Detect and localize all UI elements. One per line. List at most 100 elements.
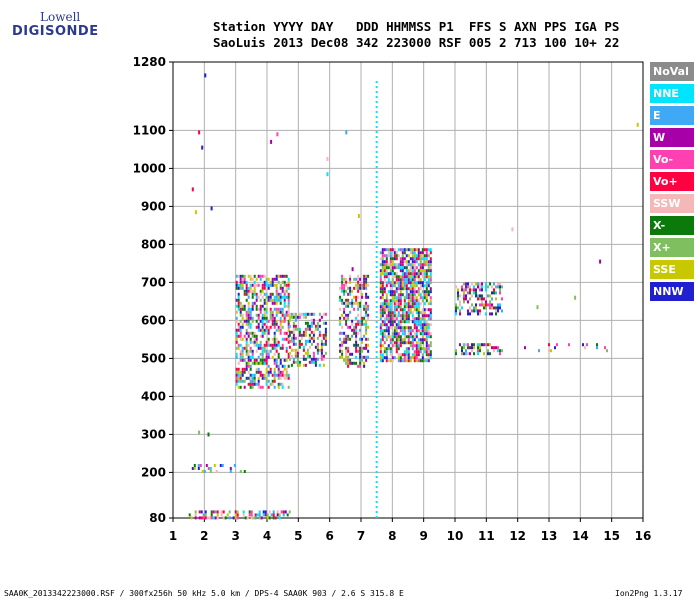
echo-point — [401, 272, 404, 276]
echo-point — [403, 260, 406, 264]
echo-point — [425, 344, 428, 348]
echo-point — [345, 289, 348, 293]
echo-point — [254, 513, 257, 517]
echo-point — [411, 293, 414, 297]
echo-point — [367, 355, 370, 359]
vertical-echo-point — [375, 256, 378, 258]
echo-point — [267, 340, 270, 344]
echo-point — [277, 298, 280, 302]
vertical-echo-point — [375, 396, 378, 398]
echo-point — [383, 290, 386, 294]
vertical-echo-point — [375, 246, 378, 248]
echo-point — [473, 343, 475, 347]
echo-point — [465, 297, 467, 301]
echo-point — [385, 350, 388, 354]
echo-point — [415, 248, 418, 252]
echo-point — [345, 346, 348, 350]
echo-point — [413, 275, 416, 279]
echo-point — [275, 313, 278, 317]
echo-point — [255, 367, 258, 371]
echo-point — [259, 361, 262, 365]
echo-point — [353, 295, 356, 299]
echo-point — [357, 331, 360, 335]
echo-point — [399, 359, 402, 363]
echo-point — [269, 310, 272, 314]
echo-point — [417, 293, 420, 297]
echo-point — [245, 286, 248, 290]
echo-point — [397, 302, 400, 306]
echo-point — [296, 360, 299, 364]
echo-point — [255, 340, 258, 344]
echo-point — [391, 290, 394, 294]
echo-point — [387, 305, 390, 309]
echo-point — [287, 334, 290, 338]
echo-point — [397, 311, 400, 315]
echo-point — [405, 347, 408, 351]
echo-point — [281, 325, 284, 329]
echo-point — [359, 361, 362, 365]
echo-point — [423, 311, 426, 315]
echo-point — [324, 312, 327, 316]
echo-point — [379, 344, 382, 348]
echo-point — [241, 313, 244, 317]
echo-point — [339, 337, 342, 341]
echo-point — [387, 248, 390, 252]
echo-point — [385, 296, 388, 300]
echo-point — [389, 320, 392, 324]
echo-point — [429, 350, 432, 354]
vertical-echo-point — [375, 281, 378, 283]
echo-point — [383, 263, 386, 267]
echo-point — [255, 295, 258, 299]
echo-point — [263, 373, 266, 377]
echo-point — [381, 308, 384, 312]
echo-point — [287, 292, 290, 296]
echo-point — [389, 263, 392, 267]
echo-point — [247, 286, 250, 290]
echo-point — [365, 328, 368, 332]
echo-point — [265, 355, 268, 359]
echo-point — [276, 510, 279, 514]
echo-point — [487, 303, 489, 307]
echo-point — [261, 361, 264, 365]
echo-point — [355, 316, 358, 320]
echo-point — [343, 286, 346, 290]
echo-point — [415, 308, 418, 312]
echo-point — [395, 257, 398, 261]
echo-point — [411, 347, 414, 351]
echo-point — [429, 248, 432, 252]
echo-point — [421, 251, 424, 255]
echo-point — [237, 376, 240, 380]
echo-point — [257, 361, 260, 365]
echo-point — [269, 295, 272, 299]
echo-point — [269, 283, 272, 287]
echo-point — [403, 302, 406, 306]
echo-point — [285, 286, 288, 290]
echo-point — [383, 299, 386, 303]
echo-point — [409, 263, 412, 267]
echo-point — [383, 266, 386, 270]
echo-point — [247, 382, 250, 386]
echo-point — [359, 364, 362, 368]
echo-point — [224, 516, 227, 520]
echo-point — [276, 513, 279, 517]
echo-point — [320, 333, 323, 337]
echo-point — [245, 280, 248, 284]
echo-point — [409, 287, 412, 291]
echo-point — [407, 326, 410, 330]
echo-point — [389, 326, 392, 330]
echo-point — [417, 263, 420, 267]
echo-point — [243, 280, 246, 284]
echo-point — [272, 510, 275, 514]
echo-point — [251, 319, 254, 323]
echo-point — [427, 344, 430, 348]
echo-point — [257, 343, 260, 347]
echo-point — [202, 516, 205, 520]
echo-point — [419, 281, 422, 285]
echo-point — [403, 284, 406, 288]
echo-point — [204, 516, 207, 520]
echo-point — [429, 308, 432, 312]
echo-point — [359, 358, 362, 362]
echo-point — [351, 304, 354, 308]
echo-point — [405, 290, 408, 294]
x-tick-label: 14 — [572, 529, 589, 543]
